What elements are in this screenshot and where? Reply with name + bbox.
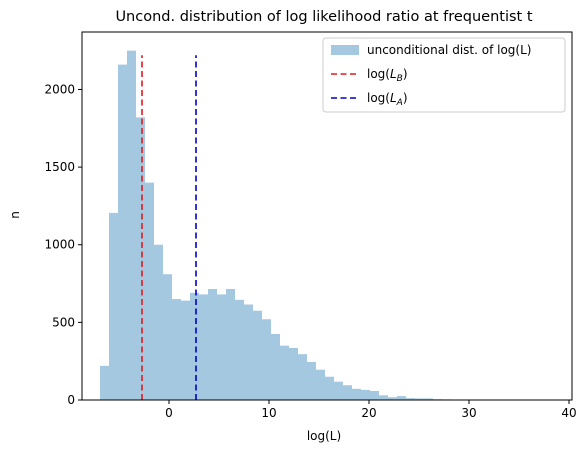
axes-frame bbox=[81, 31, 573, 401]
histogram-bar bbox=[235, 299, 244, 400]
y-axis-ticks: 0 500 1000 1500 2000 bbox=[44, 82, 82, 407]
histogram-bar bbox=[145, 182, 154, 400]
x-tick-label: 10 bbox=[261, 406, 276, 420]
x-tick-label: 40 bbox=[561, 406, 576, 420]
histogram-bar bbox=[190, 292, 199, 400]
histogram-bar bbox=[262, 319, 271, 400]
histogram-bar bbox=[298, 354, 307, 400]
histogram-bars bbox=[100, 50, 550, 401]
histogram-bar bbox=[280, 345, 289, 400]
y-tick-label: 2000 bbox=[44, 82, 75, 96]
histogram-bar bbox=[361, 389, 370, 400]
histogram-bar bbox=[226, 288, 235, 400]
reference-lines bbox=[141, 55, 197, 400]
histogram-bar bbox=[181, 300, 190, 400]
x-tick-label: 20 bbox=[361, 406, 376, 420]
histogram-bar bbox=[406, 398, 415, 400]
histogram-bar bbox=[424, 398, 433, 400]
legend-label: log(LB) bbox=[367, 67, 408, 84]
y-tick-label: 1000 bbox=[44, 238, 75, 252]
histogram-bar bbox=[307, 361, 316, 400]
histogram-bar bbox=[217, 294, 226, 400]
histogram-bar bbox=[208, 288, 217, 400]
legend-label: unconditional dist. of log(L) bbox=[367, 43, 531, 57]
legend: unconditional dist. of log(L) log(LB) log(… bbox=[322, 37, 566, 113]
histogram-bar bbox=[334, 381, 343, 400]
histogram-bar bbox=[244, 304, 253, 400]
x-tick-label: 0 bbox=[165, 406, 173, 420]
y-tick-label: 0 bbox=[67, 393, 75, 407]
histogram-bar bbox=[163, 274, 172, 400]
histogram-bar bbox=[118, 64, 127, 400]
histogram-bar bbox=[127, 50, 136, 401]
histogram-bar bbox=[352, 388, 361, 400]
histogram-bar bbox=[325, 376, 334, 400]
histogram-bar bbox=[415, 398, 424, 400]
y-axis-label: n bbox=[8, 211, 22, 219]
histogram-bar bbox=[271, 334, 280, 400]
y-tick-label: 500 bbox=[52, 315, 75, 329]
histogram-bar bbox=[199, 294, 208, 400]
legend-patch bbox=[331, 45, 359, 55]
chart-title: Uncond. distribution of log likelihood r… bbox=[115, 9, 532, 25]
histogram-bar bbox=[379, 395, 388, 400]
y-tick-label: 1500 bbox=[44, 160, 75, 174]
histogram-bar bbox=[343, 385, 352, 400]
histogram-bar bbox=[136, 117, 145, 400]
histogram-bar bbox=[289, 347, 298, 400]
x-axis-label: log(L) bbox=[307, 429, 341, 443]
histogram-bar bbox=[154, 244, 163, 400]
legend-label: log(LA) bbox=[367, 91, 408, 108]
histogram-bar bbox=[316, 369, 325, 400]
legend-box bbox=[322, 37, 566, 113]
histogram-bar bbox=[253, 310, 262, 400]
histogram-bar bbox=[370, 390, 379, 400]
histogram-bar bbox=[397, 396, 406, 400]
x-axis-ticks: 0 10 20 30 40 bbox=[165, 400, 577, 420]
histogram-bar bbox=[109, 212, 118, 400]
histogram-bar bbox=[388, 397, 397, 400]
histogram-bar bbox=[100, 365, 109, 400]
x-tick-label: 30 bbox=[461, 406, 476, 420]
histogram-bar bbox=[172, 299, 181, 400]
